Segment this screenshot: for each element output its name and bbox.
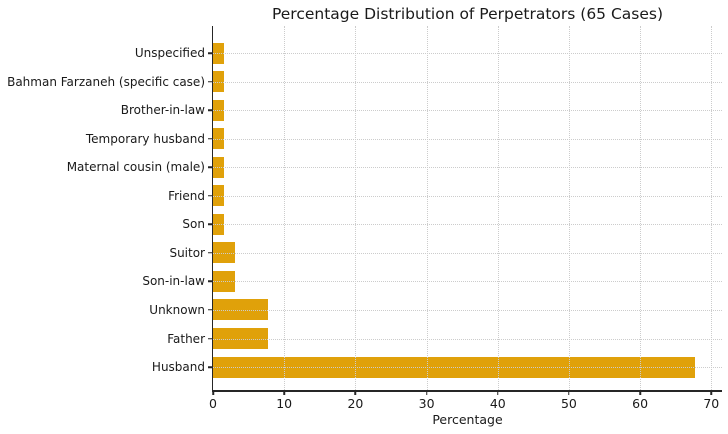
x-tick-label: 60 — [632, 396, 649, 411]
v-gridline — [355, 26, 357, 390]
v-gridline — [284, 26, 286, 390]
h-gridline — [213, 81, 722, 83]
plot-area: 0 10 20 30 40 50 60 70 — [207, 26, 722, 411]
y-tick-mark — [207, 252, 212, 254]
h-gridline — [213, 195, 722, 197]
y-tick-label: Son — [182, 217, 205, 232]
y-tick-label: Unspecified — [134, 46, 205, 61]
y-tick-mark — [207, 223, 212, 226]
x-tick-mark — [497, 391, 499, 395]
y-tick-label: Son-in-law — [142, 274, 205, 289]
x-tick-mark — [354, 391, 357, 395]
x-axis-label: Percentage — [432, 412, 503, 427]
x-axis-spine — [211, 390, 722, 392]
chart-title: Percentage Distribution of Perpetrators … — [271, 5, 664, 23]
y-tick-mark — [207, 52, 212, 55]
x-tick-label: 40 — [489, 396, 506, 411]
x-tick-label: 50 — [560, 396, 577, 411]
y-tick-mark — [207, 166, 212, 169]
v-gridline — [640, 26, 642, 390]
y-tick-label: Brother-in-law — [120, 103, 205, 118]
h-gridline — [213, 367, 722, 369]
y-tick-mark — [207, 309, 212, 311]
x-tick-label: 20 — [347, 396, 364, 411]
x-tick-mark — [425, 391, 428, 395]
y-tick-label: Husband — [151, 360, 205, 375]
x-tick-label: 0 — [209, 396, 217, 411]
v-gridline — [497, 26, 499, 390]
h-gridline — [213, 138, 722, 140]
y-tick-label: Temporary husband — [85, 131, 205, 146]
h-gridline — [213, 281, 722, 283]
y-tick-label: Unknown — [149, 302, 205, 317]
x-tick-mark — [283, 391, 285, 395]
x-tick-label: 70 — [703, 396, 720, 411]
y-tick-mark — [207, 138, 212, 140]
x-tick-mark — [710, 391, 713, 395]
y-tick-mark — [207, 337, 212, 340]
x-tick-mark — [568, 391, 570, 395]
y-tick-label: Friend — [168, 188, 205, 203]
h-gridline — [213, 338, 722, 340]
x-tick-label: 30 — [418, 396, 435, 411]
h-gridline — [213, 224, 722, 226]
y-tick-mark — [207, 195, 212, 197]
y-axis-spine — [211, 26, 213, 392]
y-tick-mark — [207, 280, 212, 283]
y-tick-label: Bahman Farzaneh (specific case) — [7, 74, 205, 89]
x-tick-mark — [639, 391, 641, 395]
h-gridline — [213, 309, 722, 311]
y-tick-mark — [207, 81, 212, 83]
v-gridline — [568, 26, 570, 390]
h-gridline — [213, 167, 722, 169]
y-tick-label: Maternal cousin (male) — [66, 160, 205, 175]
v-gridline — [711, 26, 713, 390]
h-gridline — [213, 53, 722, 55]
x-tick-mark — [212, 391, 214, 395]
y-tick-mark — [207, 109, 212, 112]
y-tick-mark — [207, 366, 212, 368]
x-tick-label: 10 — [276, 396, 293, 411]
y-tick-label: Father — [167, 331, 205, 346]
h-gridline — [213, 110, 722, 112]
v-gridline — [426, 26, 428, 390]
y-tick-label: Suitor — [169, 245, 205, 260]
h-gridline — [213, 252, 722, 254]
